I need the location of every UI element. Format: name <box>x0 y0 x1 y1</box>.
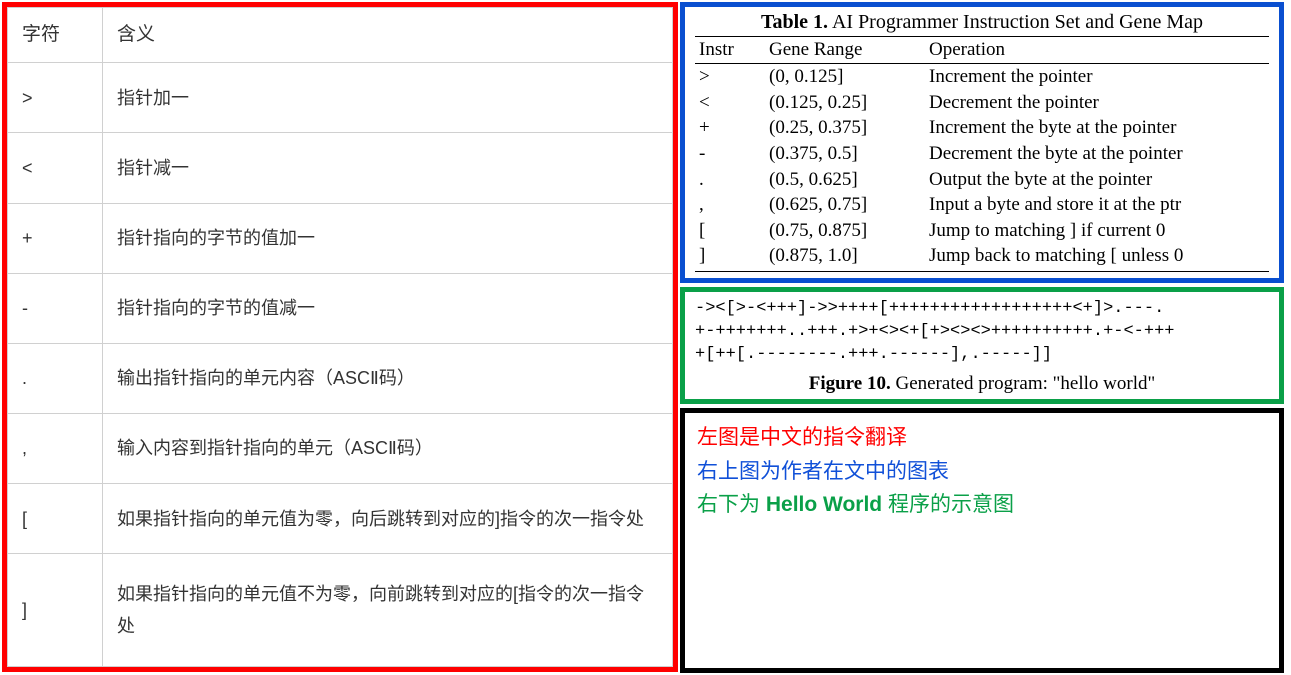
legend-bold: Hello World <box>766 493 882 516</box>
cell-gene: (0, 0.125] <box>769 64 929 90</box>
bf-code-block: -><[>-<+++]->>++++[++++++++++++++++++<+]… <box>695 298 1269 367</box>
cell-instr: + <box>699 115 769 141</box>
cell-sym: [ <box>8 484 103 554</box>
cell-meaning: 指针指向的字节的值加一 <box>103 203 673 273</box>
table-row: ]如果指针指向的单元值不为零，向前跳转到对应的[指令的次一指令处 <box>8 554 673 667</box>
cell-sym: ] <box>8 554 103 667</box>
main-container: 字符 含义 >指针加一 <指针减一 +指针指向的字节的值加一 -指针指向的字节的… <box>0 0 1291 675</box>
table-row: ,(0.625, 0.75]Input a byte and store it … <box>695 192 1269 218</box>
cell-gene: (0.5, 0.625] <box>769 167 929 193</box>
header-instr: Instr <box>699 39 769 61</box>
right-panel: Table 1. AI Programmer Instruction Set a… <box>680 2 1284 673</box>
header-meaning: 含义 <box>103 8 673 63</box>
cell-meaning: 指针加一 <box>103 63 673 133</box>
cell-instr: < <box>699 90 769 116</box>
cell-op: Decrement the pointer <box>929 90 1265 116</box>
table-row: +指针指向的字节的值加一 <box>8 203 673 273</box>
green-caption: Figure 10. Generated program: "hello wor… <box>695 367 1269 395</box>
table-row: [如果指针指向的单元值为零，向后跳转到对应的]指令的次一指令处 <box>8 484 673 554</box>
header-operation: Operation <box>929 39 1265 61</box>
header-symbol: 字符 <box>8 8 103 63</box>
cell-meaning: 如果指针指向的单元值为零，向后跳转到对应的]指令的次一指令处 <box>103 484 673 554</box>
cell-op: Jump back to matching [ unless 0 <box>929 243 1265 269</box>
legend-suffix: 程序的示意图 <box>882 493 1014 516</box>
cell-meaning: 如果指针指向的单元值不为零，向前跳转到对应的[指令的次一指令处 <box>103 554 673 667</box>
legend-line-blue: 右上图为作者在文中的图表 <box>697 455 1267 489</box>
table-row: -指针指向的字节的值减一 <box>8 273 673 343</box>
cell-op: Jump to matching ] if current 0 <box>929 218 1265 244</box>
cell-gene: (0.375, 0.5] <box>769 141 929 167</box>
green-code-box: -><[>-<+++]->>++++[++++++++++++++++++<+]… <box>680 287 1284 404</box>
cell-sym: , <box>8 413 103 483</box>
cell-op: Increment the byte at the pointer <box>929 115 1265 141</box>
blue-caption: Table 1. AI Programmer Instruction Set a… <box>695 11 1269 36</box>
left-red-panel: 字符 含义 >指针加一 <指针减一 +指针指向的字节的值加一 -指针指向的字节的… <box>2 2 678 672</box>
caption-bold: Table 1. <box>761 11 828 33</box>
cell-sym: + <box>8 203 103 273</box>
bf-chinese-table: 字符 含义 >指针加一 <指针减一 +指针指向的字节的值加一 -指针指向的字节的… <box>7 7 673 667</box>
legend-line-red: 左图是中文的指令翻译 <box>697 421 1267 455</box>
cell-meaning: 输入内容到指针指向的单元（ASCⅡ码） <box>103 413 673 483</box>
cell-instr: , <box>699 192 769 218</box>
cell-sym: . <box>8 343 103 413</box>
cell-gene: (0.875, 1.0] <box>769 243 929 269</box>
cell-op: Input a byte and store it at the ptr <box>929 192 1265 218</box>
cell-instr: > <box>699 64 769 90</box>
table-row: ,输入内容到指针指向的单元（ASCⅡ码） <box>8 413 673 483</box>
code-line: -><[>-<+++]->>++++[++++++++++++++++++<+]… <box>695 299 1164 318</box>
header-gene: Gene Range <box>769 39 929 61</box>
cell-sym: > <box>8 63 103 133</box>
caption-rest: AI Programmer Instruction Set and Gene M… <box>828 11 1203 33</box>
caption-rest: Generated program: "hello world" <box>891 373 1156 394</box>
black-legend-box: 左图是中文的指令翻译 右上图为作者在文中的图表 右下为 Hello World … <box>680 408 1284 673</box>
cell-gene: (0.25, 0.375] <box>769 115 929 141</box>
table-row: <指针减一 <box>8 133 673 203</box>
cell-meaning: 指针指向的字节的值减一 <box>103 273 673 343</box>
cell-sym: - <box>8 273 103 343</box>
table-row: -(0.375, 0.5]Decrement the byte at the p… <box>695 141 1269 167</box>
cell-meaning: 指针减一 <box>103 133 673 203</box>
cell-instr: ] <box>699 243 769 269</box>
table-row: +(0.25, 0.375]Increment the byte at the … <box>695 115 1269 141</box>
cell-op: Decrement the byte at the pointer <box>929 141 1265 167</box>
blue-table-box: Table 1. AI Programmer Instruction Set a… <box>680 2 1284 283</box>
code-line: +[++[.--------.+++.------],.-----]] <box>695 345 1052 364</box>
caption-bold: Figure 10. <box>809 373 891 394</box>
blue-table-body: >(0, 0.125]Increment the pointer <(0.125… <box>695 64 1269 272</box>
table-header-row: 字符 含义 <box>8 8 673 63</box>
blue-header-row: Instr Gene Range Operation <box>695 36 1269 64</box>
table-row: [(0.75, 0.875]Jump to matching ] if curr… <box>695 218 1269 244</box>
table-row: .输出指针指向的单元内容（ASCⅡ码） <box>8 343 673 413</box>
cell-gene: (0.75, 0.875] <box>769 218 929 244</box>
cell-instr: [ <box>699 218 769 244</box>
cell-sym: < <box>8 133 103 203</box>
table-row: .(0.5, 0.625]Output the byte at the poin… <box>695 167 1269 193</box>
cell-gene: (0.125, 0.25] <box>769 90 929 116</box>
cell-instr: . <box>699 167 769 193</box>
cell-instr: - <box>699 141 769 167</box>
cell-meaning: 输出指针指向的单元内容（ASCⅡ码） <box>103 343 673 413</box>
table-row: <(0.125, 0.25]Decrement the pointer <box>695 90 1269 116</box>
table-row: ](0.875, 1.0]Jump back to matching [ unl… <box>695 243 1269 269</box>
table-row: >指针加一 <box>8 63 673 133</box>
legend-prefix: 右下为 <box>697 493 766 516</box>
cell-op: Output the byte at the pointer <box>929 167 1265 193</box>
legend-line-green: 右下为 Hello World 程序的示意图 <box>697 488 1267 522</box>
cell-gene: (0.625, 0.75] <box>769 192 929 218</box>
table-row: >(0, 0.125]Increment the pointer <box>695 64 1269 90</box>
cell-op: Increment the pointer <box>929 64 1265 90</box>
code-line: +-+++++++..+++.+>+<><+[+><><>++++++++++.… <box>695 322 1174 341</box>
